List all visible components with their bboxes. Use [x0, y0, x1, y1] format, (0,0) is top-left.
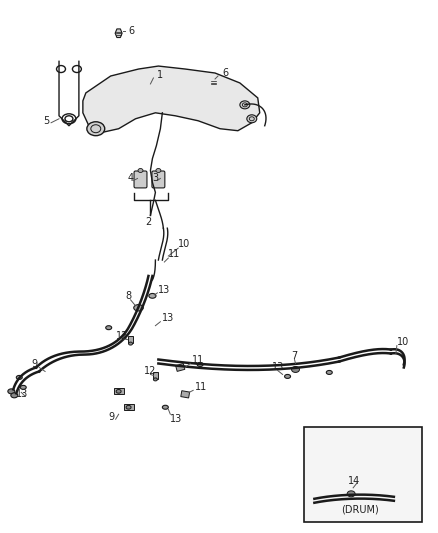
Text: 9: 9: [109, 412, 115, 422]
Text: 9: 9: [31, 359, 37, 369]
Ellipse shape: [240, 101, 250, 109]
FancyBboxPatch shape: [134, 171, 147, 188]
Text: 1: 1: [157, 70, 163, 80]
Polygon shape: [124, 404, 134, 410]
Text: 13: 13: [159, 285, 171, 295]
Ellipse shape: [134, 304, 143, 311]
Ellipse shape: [129, 342, 133, 345]
Text: 4: 4: [127, 173, 134, 183]
Ellipse shape: [106, 326, 112, 330]
Ellipse shape: [347, 491, 355, 497]
Ellipse shape: [8, 389, 15, 394]
Text: 11: 11: [168, 249, 180, 259]
Text: 8: 8: [126, 291, 132, 301]
Text: 6: 6: [129, 26, 135, 36]
Ellipse shape: [16, 375, 22, 379]
Ellipse shape: [142, 84, 155, 93]
Text: 14: 14: [348, 476, 360, 486]
Ellipse shape: [20, 385, 26, 389]
Text: 7: 7: [292, 351, 298, 360]
Polygon shape: [176, 364, 185, 372]
Ellipse shape: [116, 390, 121, 393]
Ellipse shape: [285, 375, 290, 378]
Polygon shape: [153, 372, 158, 379]
Text: 10: 10: [178, 239, 191, 249]
Ellipse shape: [247, 115, 257, 123]
Text: 5: 5: [43, 116, 49, 126]
Polygon shape: [181, 391, 190, 398]
Text: 11: 11: [192, 354, 205, 365]
Text: 11: 11: [195, 382, 208, 392]
Ellipse shape: [292, 367, 300, 373]
Polygon shape: [115, 29, 122, 37]
Text: (DRUM): (DRUM): [341, 505, 379, 515]
Polygon shape: [114, 389, 124, 394]
Text: 6: 6: [222, 68, 228, 78]
Polygon shape: [128, 336, 133, 343]
Ellipse shape: [326, 370, 332, 375]
Text: 12: 12: [116, 330, 128, 341]
Text: 13: 13: [16, 389, 28, 399]
Bar: [304, 427, 422, 522]
Ellipse shape: [162, 405, 168, 409]
Polygon shape: [209, 79, 216, 87]
Ellipse shape: [138, 168, 143, 173]
Ellipse shape: [149, 294, 156, 298]
Text: 12: 12: [144, 367, 156, 376]
Ellipse shape: [11, 393, 18, 398]
Ellipse shape: [126, 406, 131, 409]
Text: 13: 13: [272, 362, 284, 373]
Text: 10: 10: [397, 337, 409, 346]
Text: 3: 3: [152, 173, 159, 183]
Ellipse shape: [156, 168, 161, 173]
FancyBboxPatch shape: [152, 171, 165, 188]
Text: 13: 13: [170, 414, 183, 424]
Text: 13: 13: [162, 313, 175, 323]
Ellipse shape: [87, 122, 105, 136]
Ellipse shape: [153, 378, 157, 381]
Ellipse shape: [197, 362, 203, 367]
Polygon shape: [83, 66, 260, 133]
Text: 2: 2: [145, 217, 152, 227]
